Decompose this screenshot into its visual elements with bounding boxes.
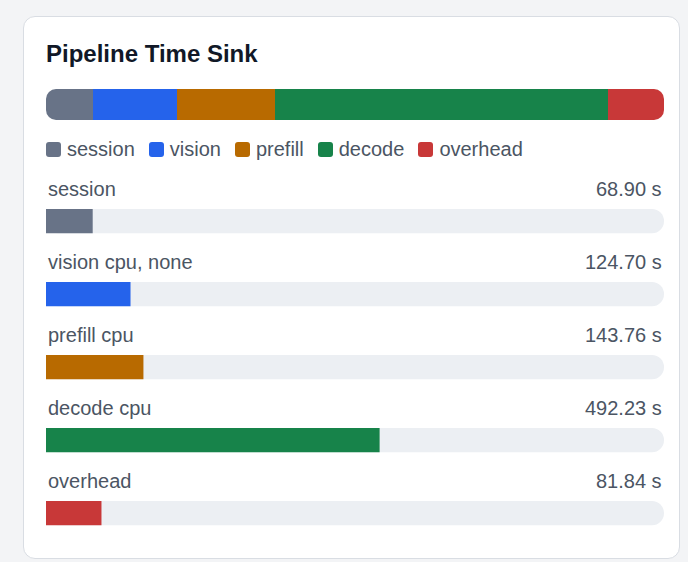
html-text:prefill: prefill [256,137,304,160]
svg-text:81.84 s: 81.84 s [596,470,662,492]
svg-text:143.76 s: 143.76 s [585,324,662,346]
html-text:vision: vision [169,137,221,160]
svg-text:68.90 s: 68.90 s [596,178,662,200]
svg-text:492.23 s: 492.23 s [585,397,662,419]
svg-text:124.70 s: 124.70 s [585,251,662,273]
svg-text:overhead: overhead [48,470,131,492]
svg-text:decode cpu: decode cpu [48,397,151,419]
svg-text:prefill cpu: prefill cpu [48,324,134,346]
html-text:session: session [67,137,135,160]
html-text:Pipeline Time Sink: Pipeline Time Sink [46,40,258,67]
html-text:overhead: overhead [439,137,523,160]
svg-text:vision cpu, none: vision cpu, none [48,251,193,273]
html-text:decode: decode [338,137,405,160]
svg-text:session: session [48,178,116,200]
